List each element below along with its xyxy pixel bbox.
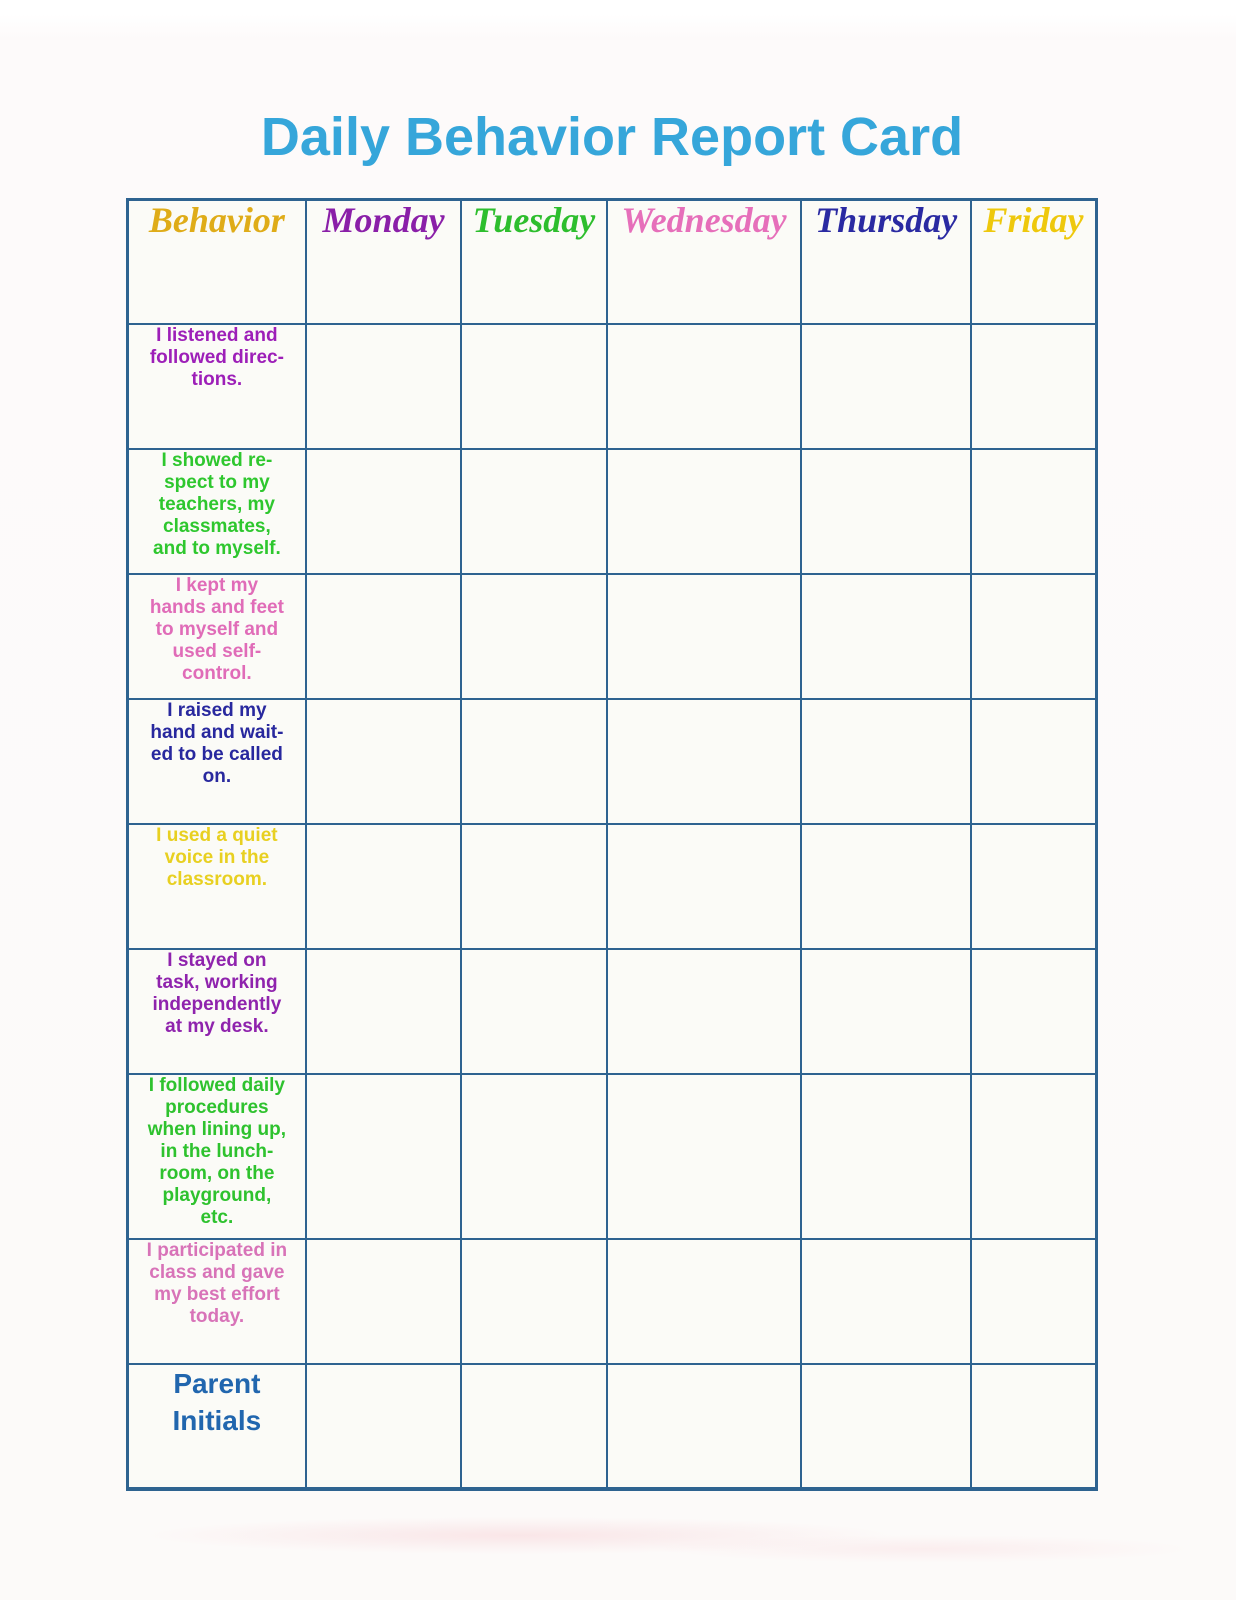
table-row: I raised my hand and wait- ed to be call… (126, 697, 1098, 825)
table-row: I showed re- spect to my teachers, my cl… (126, 447, 1098, 575)
day-cell (800, 1072, 972, 1240)
day-cell (460, 947, 608, 1075)
behavior-label: I kept my hands and feet to myself and u… (126, 572, 307, 700)
day-cell (969, 697, 1098, 825)
day-cell (800, 1237, 972, 1365)
day-cell (304, 447, 463, 575)
day-cell (969, 572, 1098, 700)
day-cell (460, 697, 608, 825)
day-cell (969, 1362, 1098, 1491)
table-row: Parent Initials (126, 1362, 1098, 1491)
day-cell (800, 447, 972, 575)
table-body: I listened and followed direc- tions. I s… (126, 322, 1098, 1491)
day-cell (460, 1362, 608, 1491)
behavior-label: I raised my hand and wait- ed to be call… (126, 697, 307, 825)
day-cell (800, 947, 972, 1075)
table-row: I kept my hands and feet to myself and u… (126, 572, 1098, 700)
day-cell (304, 1072, 463, 1240)
day-cell (605, 697, 803, 825)
day-cell (304, 947, 463, 1075)
day-cell (800, 822, 972, 950)
day-cell (460, 447, 608, 575)
day-cell (304, 572, 463, 700)
day-cell (304, 1237, 463, 1365)
day-cell (605, 322, 803, 450)
day-cell (460, 1072, 608, 1240)
day-cell (800, 572, 972, 700)
behavior-label: I used a quiet voice in the classroom. (126, 822, 307, 950)
table-row: I participated in class and gave my best… (126, 1237, 1098, 1365)
pink-smudge-decoration (0, 1495, 1236, 1585)
day-cell (460, 322, 608, 450)
day-cell (304, 1362, 463, 1491)
day-cell (460, 1237, 608, 1365)
day-cell (800, 322, 972, 450)
day-cell (605, 947, 803, 1075)
day-cell (304, 822, 463, 950)
day-cell (605, 1237, 803, 1365)
day-cell (969, 947, 1098, 1075)
column-header-tuesday: Tuesday (460, 198, 608, 325)
day-cell (800, 697, 972, 825)
day-cell (605, 447, 803, 575)
column-header-thursday: Thursday (800, 198, 972, 325)
day-cell (605, 1362, 803, 1491)
day-cell (460, 572, 608, 700)
table-row: I followed daily procedures when lining … (126, 1072, 1098, 1240)
day-cell (969, 447, 1098, 575)
table-row: I listened and followed direc- tions. (126, 322, 1098, 450)
page-title: Daily Behavior Report Card (260, 107, 964, 167)
behavior-label: I stayed on task, working independently … (126, 947, 307, 1075)
behavior-report-table: Behavior Monday Tuesday Wednesday Thursday Fr… (126, 198, 1098, 1491)
column-header-monday: Monday (304, 198, 463, 325)
header-row: Behavior Monday Tuesday Wednesday Thursday Fr… (126, 198, 1098, 325)
day-cell (969, 1072, 1098, 1240)
behavior-label: I listened and followed direc- tions. (126, 322, 307, 450)
day-cell (800, 1362, 972, 1491)
day-cell (605, 572, 803, 700)
behavior-label: I showed re- spect to my teachers, my cl… (126, 447, 307, 575)
day-cell (304, 322, 463, 450)
parent-initials-label: Parent Initials (126, 1362, 307, 1491)
day-cell (605, 1072, 803, 1240)
behavior-label: I participated in class and gave my best… (126, 1237, 307, 1365)
day-cell (460, 822, 608, 950)
column-header-friday: Friday (969, 198, 1098, 325)
day-cell (969, 1237, 1098, 1365)
behavior-label: I followed daily procedures when lining … (126, 1072, 307, 1240)
day-cell (969, 822, 1098, 950)
day-cell (304, 697, 463, 825)
column-header-behavior: Behavior (126, 198, 307, 325)
day-cell (605, 822, 803, 950)
day-cell (969, 322, 1098, 450)
table-row: I used a quiet voice in the classroom. (126, 822, 1098, 950)
table-row: I stayed on task, working independently … (126, 947, 1098, 1075)
column-header-wednesday: Wednesday (605, 198, 803, 325)
